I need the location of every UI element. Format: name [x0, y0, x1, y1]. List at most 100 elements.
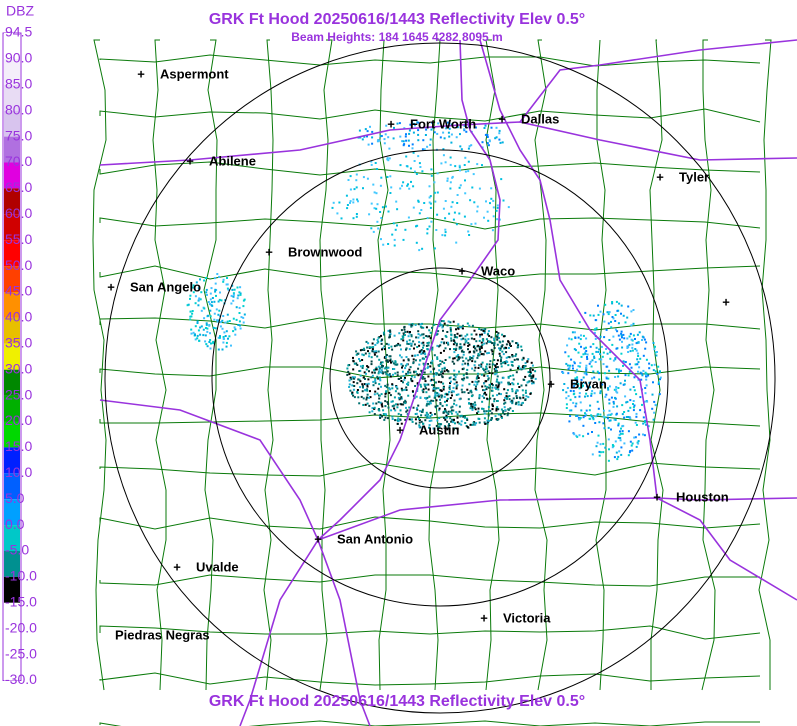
echo-pixel [444, 347, 447, 350]
echo-pixel [500, 362, 503, 365]
echo-pixel [189, 294, 192, 297]
echo-pixel [443, 362, 446, 364]
echo-pixel [425, 128, 428, 131]
echo-pixel [422, 391, 425, 394]
echo-pixel [457, 323, 460, 326]
echo-pixel [405, 347, 408, 350]
echo-pixel [212, 340, 215, 343]
echo-pixel [476, 210, 479, 213]
echo-pixel [491, 389, 494, 392]
echo-pixel [381, 415, 384, 418]
echo-pixel [451, 201, 454, 204]
echo-pixel [500, 365, 503, 368]
echo-pixel [209, 347, 212, 350]
echo-pixel [512, 374, 515, 377]
echo-pixel [376, 220, 379, 223]
echo-pixel [483, 216, 485, 219]
echo-pixel [586, 385, 588, 388]
echo-pixel [454, 376, 457, 378]
county-line [319, 39, 333, 691]
echo-pixel [520, 402, 523, 405]
echo-pixel [356, 391, 359, 394]
echo-pixel [482, 389, 485, 392]
echo-pixel [619, 432, 622, 435]
echo-pixel [486, 422, 489, 425]
echo-pixel [637, 355, 640, 357]
echo-pixel [473, 329, 476, 332]
echo-pixel [617, 424, 620, 427]
echo-pixel [580, 334, 582, 337]
county-line [92, 39, 107, 691]
echo-pixel [488, 140, 491, 143]
echo-pixel [217, 348, 220, 351]
echo-pixel [447, 131, 450, 134]
echo-pixel [615, 388, 618, 391]
echo-pixel [401, 364, 404, 367]
echo-pixel [410, 335, 413, 338]
echo-pixel [486, 352, 489, 355]
echo-pixel [418, 351, 421, 354]
county-line [152, 39, 167, 691]
echo-pixel [574, 337, 577, 339]
echo-pixel [453, 369, 456, 372]
echo-pixel [408, 332, 411, 335]
echo-pixel [456, 384, 459, 387]
echo-pixel [519, 397, 522, 400]
echo-pixel [465, 373, 468, 375]
echo-pixel [433, 191, 436, 194]
echo-pixel [456, 427, 459, 430]
echo-pixel [443, 341, 446, 344]
echo-pixel [623, 416, 626, 419]
echo-pixel [604, 372, 606, 375]
echo-pixel [473, 338, 476, 341]
echo-pixel [209, 309, 212, 312]
echo-pixel [368, 352, 371, 355]
echo-pixel [238, 312, 241, 314]
echo-pixel [479, 364, 482, 367]
echo-pixel [379, 211, 382, 213]
echo-pixel [415, 422, 418, 425]
echo-pixel [508, 342, 511, 345]
echo-pixel [608, 369, 611, 372]
echo-pixel [602, 422, 605, 425]
echo-pixel [447, 413, 450, 415]
echo-pixel [456, 413, 459, 416]
echo-pixel [600, 345, 603, 348]
echo-pixel [436, 404, 439, 407]
echo-pixel [389, 330, 392, 333]
echo-pixel [418, 249, 421, 252]
echo-pixel [419, 323, 422, 326]
echo-pixel [637, 440, 640, 443]
echo-pixel [427, 383, 430, 386]
echo-pixel [617, 387, 620, 389]
echo-pixel [415, 241, 418, 244]
echo-pixel [468, 383, 471, 386]
echo-pixel [587, 432, 590, 435]
echo-pixel [473, 401, 476, 404]
echo-pixel [423, 368, 426, 371]
echo-pixel [477, 377, 480, 379]
echo-pixel [605, 377, 608, 380]
echo-pixel [437, 380, 440, 383]
echo-pixel [367, 378, 370, 381]
echo-pixel [578, 321, 581, 324]
echo-pixel [477, 354, 480, 357]
echo-pixel [531, 377, 534, 379]
echo-pixel [217, 300, 220, 303]
echo-pixel [462, 379, 465, 382]
echo-pixel [471, 423, 474, 426]
echo-pixel [643, 434, 646, 437]
echo-pixel [380, 385, 382, 388]
echo-pixel [637, 378, 640, 381]
echo-pixel [371, 136, 374, 139]
echo-pixel [427, 375, 430, 378]
echo-pixel [340, 217, 343, 220]
echo-pixel [438, 373, 440, 376]
echo-pixel [382, 331, 385, 334]
echo-pixel [652, 369, 655, 372]
echo-pixel [411, 418, 413, 421]
echo-pixel [214, 290, 217, 293]
echo-pixel [411, 143, 414, 146]
echo-pixel [410, 342, 413, 345]
echo-pixel [501, 344, 504, 347]
